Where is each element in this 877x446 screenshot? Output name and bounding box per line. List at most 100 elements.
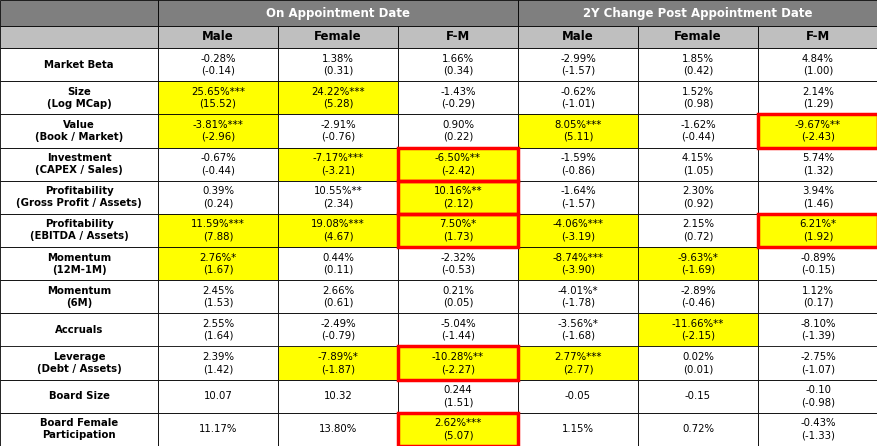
Bar bbox=[397, 214, 517, 247]
Text: 13.80%: 13.80% bbox=[318, 425, 357, 434]
Bar bbox=[397, 48, 517, 81]
Text: 8.05%***
(5.11): 8.05%*** (5.11) bbox=[553, 120, 601, 142]
Bar bbox=[638, 26, 757, 48]
Bar bbox=[0, 247, 158, 280]
Bar bbox=[757, 26, 877, 48]
Text: -2.99%
(-1.57): -2.99% (-1.57) bbox=[560, 54, 595, 75]
Bar bbox=[517, 314, 638, 347]
Bar bbox=[278, 181, 397, 214]
Text: 11.59%***
(7.88): 11.59%*** (7.88) bbox=[191, 219, 245, 241]
Bar bbox=[0, 48, 158, 81]
Bar bbox=[757, 347, 877, 380]
Bar bbox=[397, 280, 517, 314]
Bar bbox=[397, 380, 517, 413]
Bar bbox=[638, 81, 757, 114]
Bar bbox=[638, 347, 757, 380]
Bar bbox=[278, 48, 397, 81]
Bar bbox=[517, 148, 638, 181]
Text: -0.43%
(-1.33): -0.43% (-1.33) bbox=[799, 418, 835, 440]
Bar bbox=[158, 48, 278, 81]
Bar bbox=[757, 214, 877, 247]
Text: -0.15: -0.15 bbox=[684, 391, 710, 401]
Bar bbox=[517, 181, 638, 214]
Bar bbox=[278, 81, 397, 114]
Text: -0.10
(-0.98): -0.10 (-0.98) bbox=[800, 385, 834, 407]
Bar bbox=[0, 214, 158, 247]
Text: Market Beta: Market Beta bbox=[44, 60, 114, 70]
Bar bbox=[278, 280, 397, 314]
Text: Value
(Book / Market): Value (Book / Market) bbox=[35, 120, 123, 142]
Text: 10.32: 10.32 bbox=[324, 391, 352, 401]
Bar bbox=[158, 26, 278, 48]
Text: 0.39%
(0.24): 0.39% (0.24) bbox=[202, 186, 234, 208]
Bar bbox=[517, 26, 638, 48]
Bar bbox=[158, 0, 517, 26]
Bar bbox=[278, 413, 397, 446]
Bar bbox=[0, 347, 158, 380]
Text: Male: Male bbox=[561, 30, 593, 44]
Bar bbox=[278, 380, 397, 413]
Bar bbox=[397, 181, 517, 214]
Text: -2.89%
(-0.46): -2.89% (-0.46) bbox=[680, 286, 715, 308]
Bar bbox=[397, 81, 517, 114]
Text: Leverage
(Debt / Assets): Leverage (Debt / Assets) bbox=[37, 352, 121, 374]
Bar bbox=[158, 347, 278, 380]
Bar bbox=[757, 148, 877, 181]
Text: -1.43%
(-0.29): -1.43% (-0.29) bbox=[439, 87, 475, 109]
Bar bbox=[638, 247, 757, 280]
Text: 2.77%***
(2.77): 2.77%*** (2.77) bbox=[553, 352, 601, 374]
Text: Investment
(CAPEX / Sales): Investment (CAPEX / Sales) bbox=[35, 153, 123, 175]
Bar bbox=[757, 280, 877, 314]
Bar bbox=[0, 114, 158, 148]
Text: -1.59%
(-0.86): -1.59% (-0.86) bbox=[560, 153, 595, 175]
Text: 4.15%
(1.05): 4.15% (1.05) bbox=[681, 153, 713, 175]
Text: 2.55%
(1.64): 2.55% (1.64) bbox=[202, 319, 234, 341]
Text: 2.76%*
(1.67): 2.76%* (1.67) bbox=[199, 252, 237, 275]
Text: 0.90%
(0.22): 0.90% (0.22) bbox=[441, 120, 474, 142]
Bar bbox=[397, 26, 517, 48]
Bar bbox=[397, 314, 517, 347]
Bar bbox=[0, 0, 158, 26]
Text: -0.67%
(-0.44): -0.67% (-0.44) bbox=[200, 153, 236, 175]
Text: Male: Male bbox=[202, 30, 233, 44]
Text: 19.08%***
(4.67): 19.08%*** (4.67) bbox=[310, 219, 365, 241]
Bar bbox=[397, 181, 517, 214]
Text: 2Y Change Post Appointment Date: 2Y Change Post Appointment Date bbox=[582, 7, 812, 20]
Text: 25.65%***
(15.52): 25.65%*** (15.52) bbox=[191, 87, 245, 109]
Bar bbox=[638, 181, 757, 214]
Bar bbox=[638, 314, 757, 347]
Text: 1.15%: 1.15% bbox=[561, 425, 594, 434]
Text: -0.28%
(-0.14): -0.28% (-0.14) bbox=[200, 54, 236, 75]
Text: 5.74%
(1.32): 5.74% (1.32) bbox=[801, 153, 833, 175]
Bar bbox=[757, 247, 877, 280]
Bar bbox=[757, 380, 877, 413]
Text: 2.15%
(0.72): 2.15% (0.72) bbox=[681, 219, 713, 241]
Text: Profitability
(Gross Profit / Assets): Profitability (Gross Profit / Assets) bbox=[16, 186, 142, 208]
Bar bbox=[278, 347, 397, 380]
Bar bbox=[638, 413, 757, 446]
Text: -9.63%*
(-1.69): -9.63%* (-1.69) bbox=[677, 252, 717, 275]
Text: On Appointment Date: On Appointment Date bbox=[266, 7, 410, 20]
Text: -0.05: -0.05 bbox=[564, 391, 590, 401]
Bar bbox=[278, 26, 397, 48]
Text: 2.30%
(0.92): 2.30% (0.92) bbox=[681, 186, 713, 208]
Bar bbox=[158, 181, 278, 214]
Bar bbox=[397, 413, 517, 446]
Bar bbox=[397, 214, 517, 247]
Bar bbox=[158, 413, 278, 446]
Bar bbox=[757, 314, 877, 347]
Bar bbox=[517, 214, 638, 247]
Text: 0.02%
(0.01): 0.02% (0.01) bbox=[681, 352, 713, 374]
Text: -7.17%***
(-3.21): -7.17%*** (-3.21) bbox=[312, 153, 363, 175]
Bar bbox=[517, 280, 638, 314]
Text: -2.49%
(-0.79): -2.49% (-0.79) bbox=[320, 319, 355, 341]
Text: 4.84%
(1.00): 4.84% (1.00) bbox=[802, 54, 833, 75]
Bar bbox=[638, 114, 757, 148]
Text: 2.14%
(1.29): 2.14% (1.29) bbox=[802, 87, 833, 109]
Bar bbox=[638, 280, 757, 314]
Bar bbox=[397, 148, 517, 181]
Bar bbox=[517, 114, 638, 148]
Bar bbox=[158, 280, 278, 314]
Text: Momentum
(12M-1M): Momentum (12M-1M) bbox=[46, 252, 111, 275]
Bar bbox=[517, 48, 638, 81]
